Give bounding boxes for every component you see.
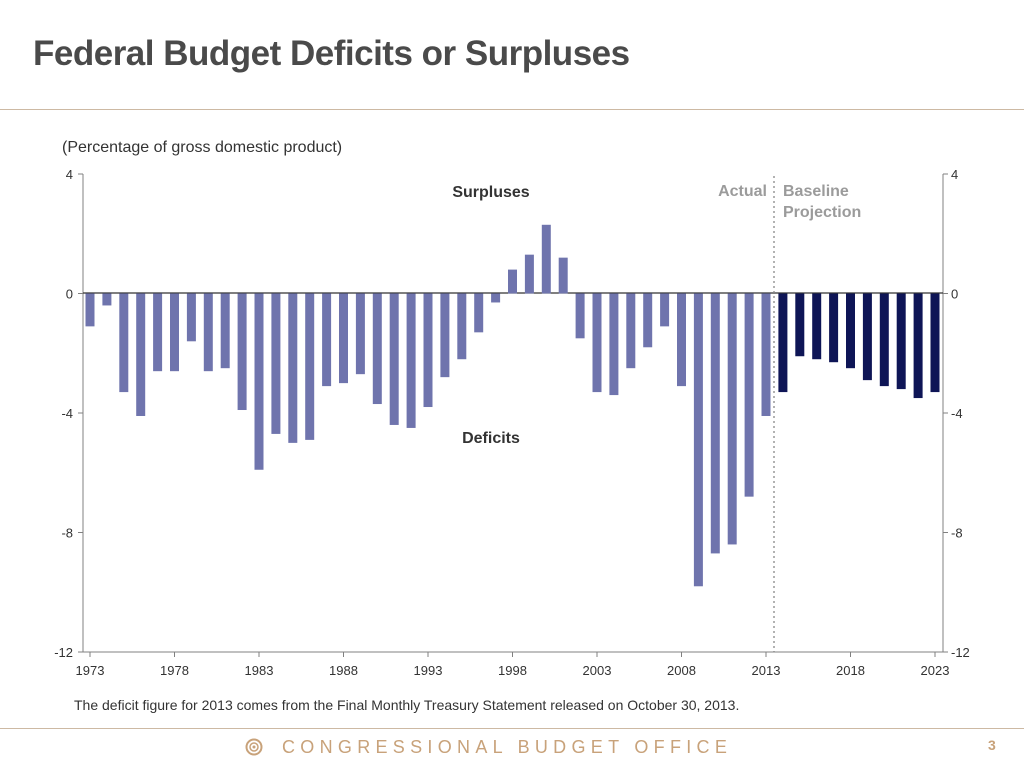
bar-projection [846, 293, 855, 369]
footer: CONGRESSIONAL BUDGET OFFICE 3 [0, 736, 1024, 760]
y-tick-label-left: 0 [66, 287, 73, 302]
projection-annotation-line1: Baseline [783, 183, 849, 200]
bar-actual [203, 293, 213, 372]
bar-actual [288, 293, 298, 443]
bar-actual [322, 293, 332, 387]
y-tick-label-right: -8 [951, 526, 963, 541]
footer-organization: CONGRESSIONAL BUDGET OFFICE [282, 737, 733, 757]
bar-projection [879, 293, 889, 387]
bar-projection [930, 293, 940, 393]
y-tick-label-right: -12 [951, 645, 970, 660]
bar-actual [558, 257, 568, 294]
bar-projection [829, 293, 839, 363]
bar-actual [339, 293, 348, 384]
bar-actual [389, 293, 399, 425]
x-tick-label: 1993 [414, 663, 443, 678]
bar-actual [474, 293, 484, 333]
bar-actual [643, 293, 653, 348]
y-tick-label-left: -12 [54, 645, 73, 660]
bar-actual [254, 293, 264, 470]
y-tick-label-left: -4 [61, 406, 73, 421]
bar-actual [626, 293, 636, 369]
y-ticks-right: 4 0 -4 -8 -12 [943, 167, 970, 660]
bar-actual [592, 293, 602, 393]
bar-actual [710, 293, 720, 554]
bar-actual [541, 224, 551, 294]
footer-divider [0, 728, 1024, 729]
bar-actual [491, 293, 501, 303]
actual-annotation: Actual [718, 183, 767, 200]
bar-actual [609, 293, 619, 396]
bar-projection [778, 293, 788, 393]
x-tick-label: 1978 [160, 663, 189, 678]
bar-projection [896, 293, 906, 390]
x-tick-label: 2003 [583, 663, 612, 678]
bar-actual [170, 293, 179, 372]
x-tick-label: 1983 [245, 663, 274, 678]
bar-actual [761, 293, 771, 416]
bar-actual [524, 254, 534, 294]
y-tick-label-right: -4 [951, 406, 963, 421]
bar-projection [862, 293, 872, 381]
bar-actual [677, 293, 686, 387]
bar-actual [744, 293, 754, 497]
x-tick-label: 2008 [667, 663, 696, 678]
x-tick-label: 2023 [921, 663, 950, 678]
x-tick-label: 2013 [752, 663, 781, 678]
surpluses-annotation: Surpluses [452, 184, 529, 201]
y-tick-label-left: -8 [61, 526, 73, 541]
bar-actual [85, 293, 95, 327]
y-tick-label-right: 0 [951, 287, 958, 302]
bar-actual [372, 293, 382, 405]
x-tick-label: 1998 [498, 663, 527, 678]
bar-actual [186, 293, 196, 342]
y-tick-label-left: 4 [66, 167, 73, 182]
bar-actual [102, 293, 112, 306]
bar-actual [508, 269, 517, 294]
y-ticks-left: 4 0 -4 -8 -12 [54, 167, 83, 660]
y-axis-label: (Percentage of gross domestic product) [62, 139, 342, 156]
x-tick-label: 1973 [76, 663, 105, 678]
bar-actual [660, 293, 670, 327]
bar-actual [355, 293, 365, 375]
bar-actual [119, 293, 129, 393]
bar-actual [237, 293, 247, 411]
bar-projection [812, 293, 822, 360]
bar-projection [795, 293, 805, 357]
bars [85, 224, 940, 587]
page-number: 3 [988, 737, 996, 753]
cbo-logo-icon [245, 738, 263, 756]
bar-actual [575, 293, 585, 339]
bar-projection [913, 293, 923, 399]
bar-chart: (Percentage of gross domestic product) 4… [54, 139, 970, 678]
y-tick-label-right: 4 [951, 167, 958, 182]
bar-actual [136, 293, 146, 416]
bar-actual [440, 293, 450, 378]
bar-actual [271, 293, 281, 434]
x-ticks: 1973 1978 1983 1988 1993 1998 2003 2008 2013 2018… [76, 652, 950, 678]
projection-annotation-line2: Projection [783, 204, 861, 221]
chart-container: (Percentage of gross domestic product) 4… [0, 110, 1024, 710]
title-divider [0, 109, 1024, 110]
footnote: The deficit figure for 2013 comes from t… [74, 697, 740, 713]
bar-actual [406, 293, 416, 428]
bar-actual [457, 293, 467, 360]
deficits-annotation: Deficits [462, 430, 520, 447]
bar-actual [727, 293, 737, 545]
bar-actual [693, 293, 703, 587]
x-tick-label: 2018 [836, 663, 865, 678]
bar-actual [423, 293, 433, 408]
bar-actual [305, 293, 315, 440]
x-tick-label: 1988 [329, 663, 358, 678]
bar-actual [220, 293, 230, 369]
page-title: Federal Budget Deficits or Surpluses [33, 34, 630, 73]
bar-actual [153, 293, 163, 372]
